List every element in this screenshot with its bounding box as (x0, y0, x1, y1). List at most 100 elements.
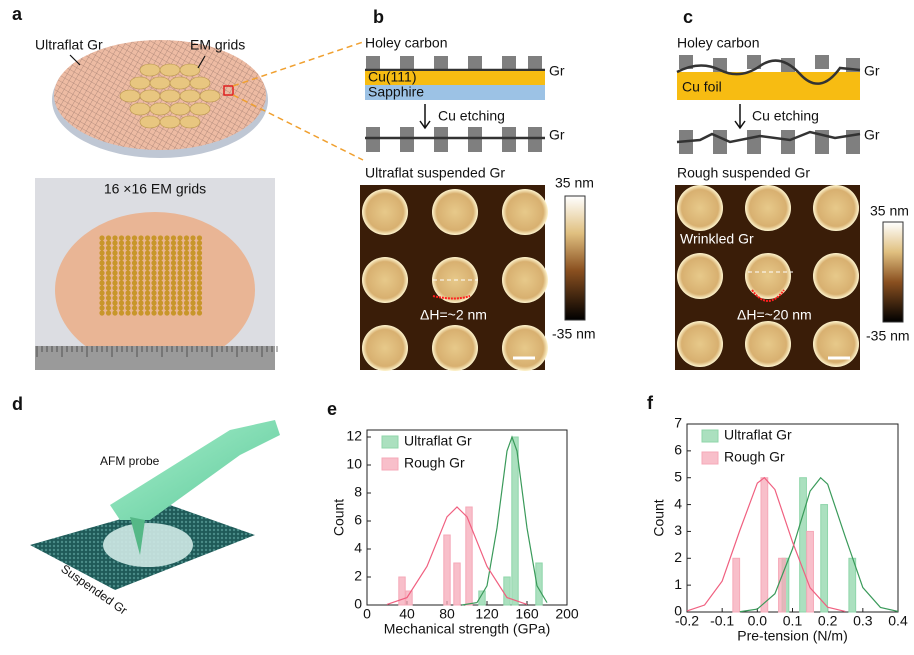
em-grid (99, 275, 105, 281)
em-grid (138, 250, 144, 256)
x-axis-label: Mechanical strength (GPa) (384, 621, 551, 637)
panel-label: d (12, 394, 23, 414)
arrow (734, 104, 746, 130)
em-grid (99, 240, 105, 246)
em-grid (170, 290, 177, 296)
em-grid (164, 235, 170, 241)
em-grid (164, 270, 170, 276)
em-grid (157, 295, 164, 301)
em-grid (157, 310, 164, 316)
bar (503, 576, 511, 606)
em-grid (196, 265, 203, 271)
em-grid (144, 300, 151, 306)
em-grid (190, 245, 196, 251)
em-grid (118, 255, 125, 261)
em-grid (131, 310, 138, 316)
hole (677, 253, 723, 299)
em-grid (190, 310, 196, 316)
em-grid (183, 295, 190, 301)
fit-curve (739, 476, 899, 613)
em-grid (105, 295, 112, 301)
y-tick-label: 2 (674, 549, 682, 565)
em-grid (190, 260, 196, 266)
x-tick-label: 0.2 (818, 613, 838, 629)
em-grid (144, 260, 151, 266)
em-grid (118, 300, 125, 306)
highlight (223, 85, 234, 96)
em-grid (105, 310, 112, 316)
hole (813, 253, 859, 299)
ruler-ticks (36, 346, 278, 357)
carbon-block (679, 55, 693, 69)
annotation: Ultraflat Gr (35, 37, 103, 53)
em-grid (190, 250, 196, 256)
em-grid (125, 290, 131, 296)
em-grid (151, 260, 157, 266)
em-grid (170, 245, 177, 251)
em-grid (157, 270, 164, 276)
em-grid (151, 275, 157, 281)
em-grid (118, 285, 125, 291)
em-grid (105, 265, 112, 271)
em-grid (177, 285, 183, 291)
em-grid (112, 285, 118, 291)
em-grid (112, 295, 118, 301)
em-grid (125, 275, 131, 281)
carbon-block (747, 55, 761, 69)
em-grid (177, 300, 183, 306)
em-grid (169, 76, 191, 90)
cu-foil (677, 72, 860, 100)
annotation: Gr (549, 63, 565, 79)
carbon-block (468, 127, 482, 152)
y-tick-label: 1 (674, 576, 682, 592)
hole (745, 185, 791, 231)
em-grid (105, 250, 112, 256)
em-grid (151, 290, 157, 296)
bar (806, 530, 814, 613)
panel-label: a (12, 4, 23, 24)
em-grid (112, 290, 118, 296)
em-grid (99, 280, 105, 286)
bar (732, 557, 741, 613)
em-grid (183, 310, 190, 316)
em-grid (151, 285, 157, 291)
em-grid (105, 255, 112, 261)
hole (432, 325, 478, 371)
em-grid (138, 305, 144, 311)
em-grid (131, 275, 138, 281)
em-grid (177, 235, 183, 241)
panel-label: f (647, 393, 654, 413)
em-grid (196, 290, 203, 296)
x-tick-label: 0.0 (748, 613, 768, 629)
em-grid (151, 280, 157, 286)
holey-carbon (366, 56, 542, 152)
em-grid (196, 285, 203, 291)
em-grid (125, 235, 131, 241)
em-grid (131, 300, 138, 306)
em-grid (105, 235, 112, 241)
em-grid (125, 250, 131, 256)
em-grid (131, 260, 138, 266)
image-title: Ultraflat suspended Gr (365, 165, 505, 181)
annotation: Holey carbon (365, 35, 448, 51)
em-grid (149, 76, 171, 90)
colorbar-label: 35 nm (870, 203, 909, 219)
annotation: Cu etching (438, 108, 505, 124)
em-grid (138, 310, 144, 316)
annotation: Gr (549, 127, 565, 143)
em-grid (196, 240, 203, 246)
layer-label: Cu foil (682, 79, 722, 95)
y-tick-label: 12 (346, 428, 362, 444)
em-grid (118, 310, 125, 316)
em-grid (157, 275, 164, 281)
em-grid (112, 250, 118, 256)
em-grid (105, 300, 112, 306)
em-grid (164, 285, 170, 291)
em-grid (131, 305, 138, 311)
em-grid (144, 255, 151, 261)
em-grid (164, 295, 170, 301)
probe-tip (130, 517, 145, 555)
y-tick-label: 4 (674, 495, 682, 511)
carbon-block (747, 130, 761, 154)
carbon-block (528, 127, 542, 152)
